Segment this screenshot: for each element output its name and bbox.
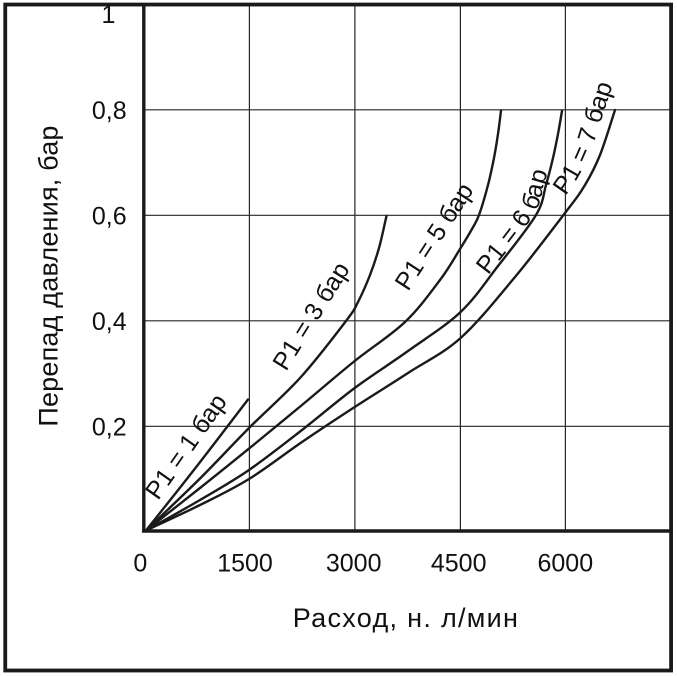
svg-text:0: 0: [133, 550, 147, 578]
svg-text:0,8: 0,8: [92, 97, 127, 125]
svg-text:Расход, н. л/мин: Расход, н. л/мин: [293, 603, 520, 633]
svg-text:3000: 3000: [326, 550, 382, 578]
svg-text:6000: 6000: [537, 550, 593, 578]
svg-text:0,2: 0,2: [92, 413, 127, 441]
svg-text:0,6: 0,6: [92, 202, 127, 230]
svg-text:1: 1: [102, 1, 116, 29]
svg-text:Перепад давления, бар: Перепад давления, бар: [34, 125, 64, 426]
svg-text:4500: 4500: [431, 550, 487, 578]
svg-text:0,4: 0,4: [92, 308, 127, 336]
svg-text:1500: 1500: [217, 550, 273, 578]
